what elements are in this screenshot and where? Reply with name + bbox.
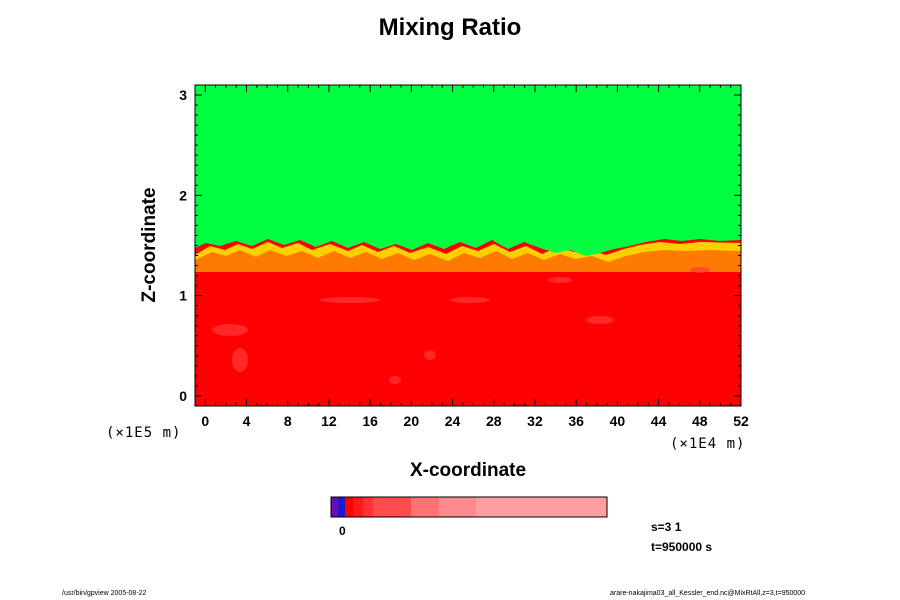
upper-region — [195, 85, 741, 256]
time-note: t=950000 s — [651, 540, 713, 554]
x-axis-label: X-coordinate — [409, 460, 527, 481]
y-tick-labels: 0 1 2 3 — [179, 87, 187, 404]
x-tick-label: 16 — [362, 413, 378, 429]
x-tick-label: 40 — [610, 413, 626, 429]
transition-orange-band — [195, 250, 741, 272]
red-field-texture — [212, 267, 710, 384]
y-tick-label: 3 — [179, 87, 187, 103]
y-axis-label: Z-coordinate — [139, 187, 160, 303]
x-tick-label: 12 — [321, 413, 337, 429]
x-tick-label: 20 — [404, 413, 420, 429]
colorbar-swatch — [373, 497, 411, 517]
y-tick-marks — [195, 84, 741, 407]
field-area — [195, 85, 741, 406]
colorbar-swatch — [345, 497, 353, 517]
x-tick-label: 36 — [568, 413, 584, 429]
x-tick-label: 28 — [486, 413, 502, 429]
x-tick-label: 8 — [284, 413, 292, 429]
x-tick-label: 52 — [733, 413, 749, 429]
colorbar-swatch — [476, 497, 607, 517]
x-axis-scale-label: (×1E4 m) — [670, 436, 746, 452]
footer-command: /usr/bin/gpview 2005-08-22 — [62, 590, 147, 597]
y-axis-scale-label: (×1E5 m) — [106, 425, 182, 441]
x-tick-label: 32 — [527, 413, 543, 429]
x-tick-label: 4 — [243, 413, 251, 429]
x-tick-label: 0 — [201, 413, 209, 429]
y-tick-label: 2 — [179, 187, 187, 203]
y-tick-label: 1 — [179, 288, 187, 304]
colorbar-swatch — [439, 497, 476, 517]
colorbar-swatch — [411, 497, 439, 517]
y-tick-label: 0 — [179, 388, 187, 404]
colorbar — [330, 496, 608, 518]
x-tick-labels: 0 4 8 12 16 20 24 28 32 36 40 44 48 52 — [201, 413, 749, 429]
colorbar-swatch — [353, 497, 363, 517]
slice-note: s=3 1 — [651, 520, 682, 534]
x-tick-label: 44 — [651, 413, 667, 429]
colorbar-swatch — [331, 497, 338, 517]
x-tick-label: 48 — [692, 413, 708, 429]
footer-source: arare-nakajima03_all_Kessler_end.nc@MixR… — [610, 590, 806, 597]
x-tick-marks — [194, 85, 742, 406]
colorbar-zero-label: 0 — [339, 524, 346, 538]
colorbar-frame — [330, 496, 608, 518]
colorbar-swatch — [363, 497, 373, 517]
x-tick-label: 24 — [445, 413, 461, 429]
chart-title: Mixing Ratio — [378, 14, 522, 41]
colorbar-swatch — [338, 497, 345, 517]
